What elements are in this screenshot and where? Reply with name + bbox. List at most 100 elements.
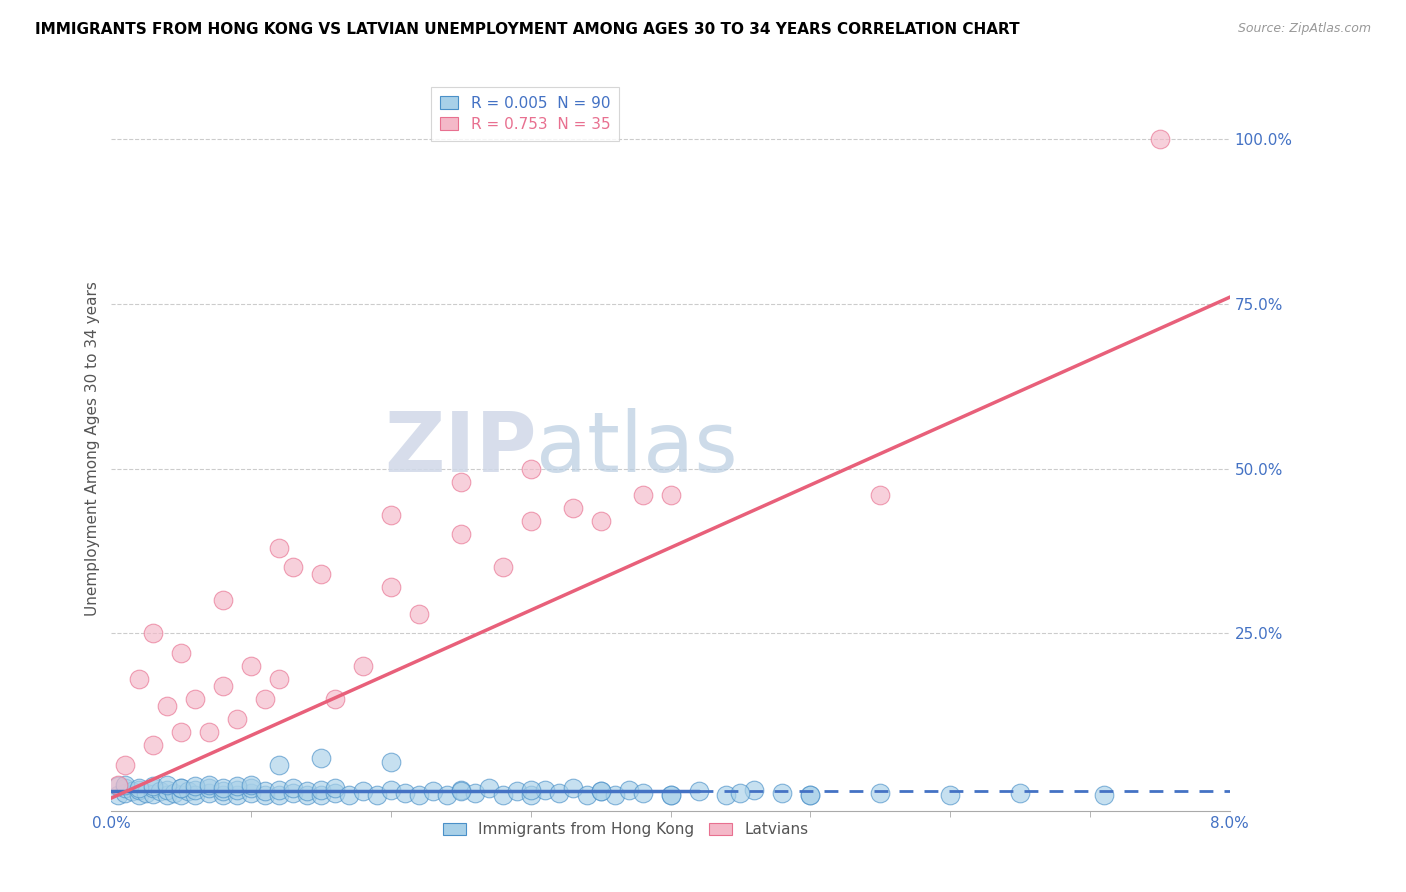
Point bbox=[170, 646, 193, 660]
Point bbox=[561, 781, 583, 796]
Point bbox=[589, 784, 612, 798]
Text: IMMIGRANTS FROM HONG KONG VS LATVIAN UNEMPLOYMENT AMONG AGES 30 TO 34 YEARS CORR: IMMIGRANTS FROM HONG KONG VS LATVIAN UNE… bbox=[35, 22, 1019, 37]
Point bbox=[149, 784, 172, 798]
Point bbox=[198, 778, 221, 792]
Point bbox=[869, 786, 891, 800]
Point bbox=[394, 786, 416, 800]
Point bbox=[631, 786, 654, 800]
Point bbox=[603, 788, 626, 802]
Point bbox=[156, 778, 179, 792]
Point bbox=[520, 783, 543, 797]
Point bbox=[436, 788, 458, 802]
Point bbox=[226, 779, 249, 793]
Point bbox=[730, 786, 752, 800]
Point bbox=[561, 501, 583, 516]
Point bbox=[309, 788, 332, 802]
Point bbox=[226, 783, 249, 797]
Point bbox=[142, 787, 165, 801]
Point bbox=[198, 786, 221, 800]
Point bbox=[269, 788, 291, 802]
Point bbox=[114, 758, 136, 772]
Point bbox=[212, 788, 235, 802]
Point bbox=[254, 788, 277, 802]
Point bbox=[254, 692, 277, 706]
Point bbox=[352, 784, 374, 798]
Point bbox=[408, 788, 430, 802]
Point bbox=[688, 784, 710, 798]
Point bbox=[226, 712, 249, 726]
Y-axis label: Unemployment Among Ages 30 to 34 years: Unemployment Among Ages 30 to 34 years bbox=[86, 281, 100, 616]
Point bbox=[198, 781, 221, 796]
Point bbox=[869, 488, 891, 502]
Point bbox=[533, 783, 555, 797]
Point bbox=[121, 784, 143, 798]
Point bbox=[184, 779, 207, 793]
Point bbox=[226, 788, 249, 802]
Point bbox=[198, 725, 221, 739]
Point bbox=[212, 781, 235, 796]
Point bbox=[212, 679, 235, 693]
Point bbox=[799, 788, 821, 802]
Point bbox=[450, 475, 472, 489]
Point bbox=[309, 566, 332, 581]
Point bbox=[156, 698, 179, 713]
Point bbox=[281, 560, 304, 574]
Point bbox=[107, 779, 129, 793]
Point bbox=[1149, 132, 1171, 146]
Point bbox=[770, 786, 793, 800]
Point bbox=[617, 783, 640, 797]
Point bbox=[631, 488, 654, 502]
Point bbox=[295, 788, 318, 802]
Point bbox=[142, 739, 165, 753]
Point bbox=[163, 786, 186, 800]
Text: atlas: atlas bbox=[536, 409, 738, 490]
Point bbox=[575, 788, 598, 802]
Point bbox=[450, 527, 472, 541]
Point bbox=[295, 784, 318, 798]
Point bbox=[128, 788, 150, 802]
Point bbox=[269, 541, 291, 555]
Point bbox=[589, 784, 612, 798]
Point bbox=[337, 788, 360, 802]
Point bbox=[269, 758, 291, 772]
Point bbox=[128, 673, 150, 687]
Point bbox=[506, 784, 529, 798]
Point bbox=[380, 580, 402, 594]
Point bbox=[450, 784, 472, 798]
Point bbox=[380, 783, 402, 797]
Point bbox=[323, 781, 346, 796]
Point bbox=[156, 788, 179, 802]
Point bbox=[142, 781, 165, 796]
Point bbox=[156, 783, 179, 797]
Point bbox=[135, 786, 157, 800]
Point bbox=[184, 692, 207, 706]
Point bbox=[408, 607, 430, 621]
Point bbox=[716, 788, 738, 802]
Point bbox=[492, 788, 515, 802]
Text: ZIP: ZIP bbox=[384, 409, 536, 490]
Point bbox=[240, 786, 263, 800]
Point bbox=[478, 781, 501, 796]
Point bbox=[380, 755, 402, 769]
Point bbox=[520, 514, 543, 528]
Point bbox=[240, 778, 263, 792]
Point bbox=[366, 788, 388, 802]
Point bbox=[464, 786, 486, 800]
Point bbox=[323, 786, 346, 800]
Point bbox=[744, 783, 766, 797]
Point bbox=[659, 788, 682, 802]
Point bbox=[142, 626, 165, 640]
Point bbox=[269, 673, 291, 687]
Point bbox=[170, 725, 193, 739]
Point bbox=[142, 779, 165, 793]
Point bbox=[212, 784, 235, 798]
Point bbox=[520, 461, 543, 475]
Point bbox=[547, 786, 569, 800]
Point bbox=[1092, 788, 1115, 802]
Point bbox=[184, 783, 207, 797]
Point bbox=[323, 692, 346, 706]
Point bbox=[269, 783, 291, 797]
Point bbox=[281, 781, 304, 796]
Point bbox=[659, 788, 682, 802]
Point bbox=[589, 514, 612, 528]
